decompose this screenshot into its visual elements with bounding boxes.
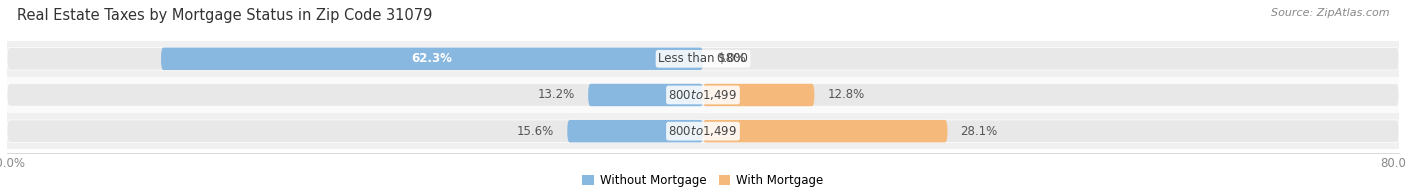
Text: 13.2%: 13.2%	[538, 88, 575, 102]
Text: 28.1%: 28.1%	[960, 125, 998, 138]
Bar	[0, 41, 1406, 77]
FancyBboxPatch shape	[7, 120, 1399, 142]
Text: $800 to $1,499: $800 to $1,499	[668, 88, 738, 102]
Text: Less than $800: Less than $800	[658, 52, 748, 65]
FancyBboxPatch shape	[588, 84, 703, 106]
FancyBboxPatch shape	[162, 48, 703, 70]
FancyBboxPatch shape	[703, 84, 814, 106]
Text: 62.3%: 62.3%	[412, 52, 453, 65]
Legend: Without Mortgage, With Mortgage: Without Mortgage, With Mortgage	[578, 169, 828, 192]
FancyBboxPatch shape	[7, 84, 1399, 106]
Text: 12.8%: 12.8%	[827, 88, 865, 102]
Bar	[0, 113, 1406, 149]
Text: 15.6%: 15.6%	[517, 125, 554, 138]
Text: 0.0%: 0.0%	[716, 52, 745, 65]
FancyBboxPatch shape	[703, 120, 948, 142]
Text: Source: ZipAtlas.com: Source: ZipAtlas.com	[1271, 8, 1389, 18]
Bar	[0, 77, 1406, 113]
Text: Real Estate Taxes by Mortgage Status in Zip Code 31079: Real Estate Taxes by Mortgage Status in …	[17, 8, 432, 23]
FancyBboxPatch shape	[567, 120, 703, 142]
Text: $800 to $1,499: $800 to $1,499	[668, 124, 738, 138]
FancyBboxPatch shape	[7, 48, 1399, 70]
